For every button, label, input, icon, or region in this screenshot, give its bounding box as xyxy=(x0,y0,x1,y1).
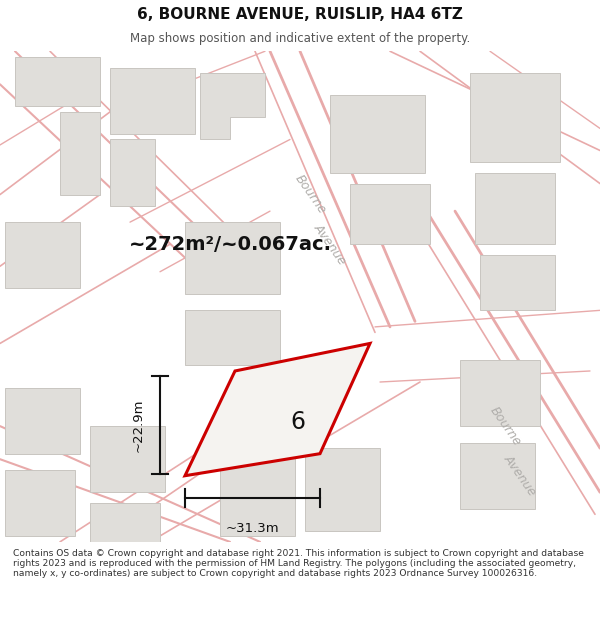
Polygon shape xyxy=(220,454,295,536)
Text: 6: 6 xyxy=(290,410,305,434)
Polygon shape xyxy=(185,222,280,294)
Text: Avenue: Avenue xyxy=(311,221,349,268)
Polygon shape xyxy=(5,470,75,536)
Polygon shape xyxy=(475,173,555,244)
Text: ~31.3m: ~31.3m xyxy=(226,522,280,535)
Polygon shape xyxy=(480,255,555,311)
Polygon shape xyxy=(5,222,80,288)
Text: Bourne: Bourne xyxy=(292,173,328,217)
Text: Avenue: Avenue xyxy=(501,452,539,499)
Text: Bourne: Bourne xyxy=(487,404,523,448)
Polygon shape xyxy=(5,388,80,454)
Polygon shape xyxy=(15,57,100,106)
Polygon shape xyxy=(330,96,425,172)
Polygon shape xyxy=(185,343,370,476)
Polygon shape xyxy=(350,184,430,244)
Polygon shape xyxy=(470,73,560,161)
Text: Contains OS data © Crown copyright and database right 2021. This information is : Contains OS data © Crown copyright and d… xyxy=(13,549,584,578)
Text: 6, BOURNE AVENUE, RUISLIP, HA4 6TZ: 6, BOURNE AVENUE, RUISLIP, HA4 6TZ xyxy=(137,7,463,22)
Text: Map shows position and indicative extent of the property.: Map shows position and indicative extent… xyxy=(130,32,470,46)
Polygon shape xyxy=(110,139,155,206)
Polygon shape xyxy=(460,442,535,509)
Polygon shape xyxy=(200,73,265,139)
Polygon shape xyxy=(110,68,195,134)
Polygon shape xyxy=(185,311,280,366)
Polygon shape xyxy=(60,112,100,194)
Text: ~272m²/~0.067ac.: ~272m²/~0.067ac. xyxy=(128,235,331,254)
Polygon shape xyxy=(90,503,160,542)
Polygon shape xyxy=(305,448,380,531)
Text: ~22.9m: ~22.9m xyxy=(131,398,145,452)
Polygon shape xyxy=(460,360,540,426)
Polygon shape xyxy=(90,426,165,493)
